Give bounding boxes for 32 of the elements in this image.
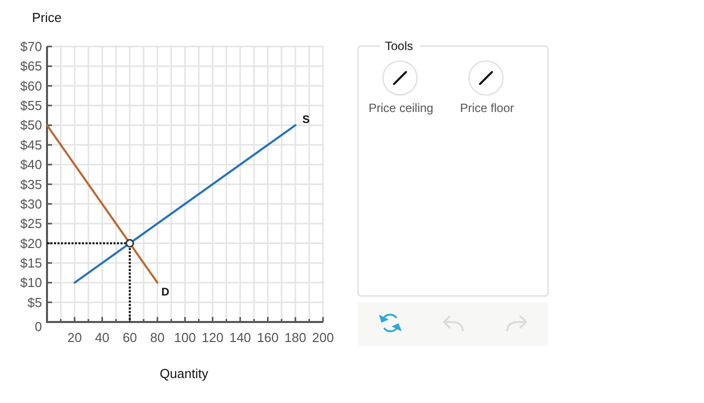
x-tick-label: 140 [229,330,252,345]
text: Tools [385,39,414,53]
y-tick-label: $25 [20,216,42,232]
series-label: S [302,114,310,126]
y-tick-label: 0 [34,319,42,334]
y-tick-label: $65 [20,58,42,74]
y-tick-label: $45 [20,137,42,152]
text: Price floor [460,101,514,115]
y-tick-label: $40 [20,157,42,172]
x-tick-label: 100 [174,330,196,345]
y-tick-label: $5 [28,294,42,310]
y-tick-label: $60 [20,78,42,94]
y-tick-label: $30 [20,196,42,212]
y-tick-label: $35 [20,176,42,192]
y-tick-label: $55 [20,98,42,114]
x-tick-label: 200 [312,330,334,345]
y-tick-label: $20 [20,236,42,251]
x-tick-label: 40 [94,330,110,345]
y-axis-title: Price [32,10,62,25]
x-tick-label: 20 [67,330,82,345]
x-tick-label: 60 [122,330,138,345]
series-label: D [161,286,170,299]
text: Price ceiling [368,101,434,115]
x-tick-label: 180 [284,330,306,345]
x-tick-label: 160 [256,330,279,345]
x-tick-label: 80 [150,330,165,345]
y-tick-label: $10 [20,275,42,290]
x-tick-label: 120 [202,330,224,345]
y-tick-label: $15 [20,255,42,270]
x-axis-title: Quantity [160,366,209,381]
y-tick-label: $50 [20,118,42,133]
y-tick-label: $70 [20,39,42,54]
